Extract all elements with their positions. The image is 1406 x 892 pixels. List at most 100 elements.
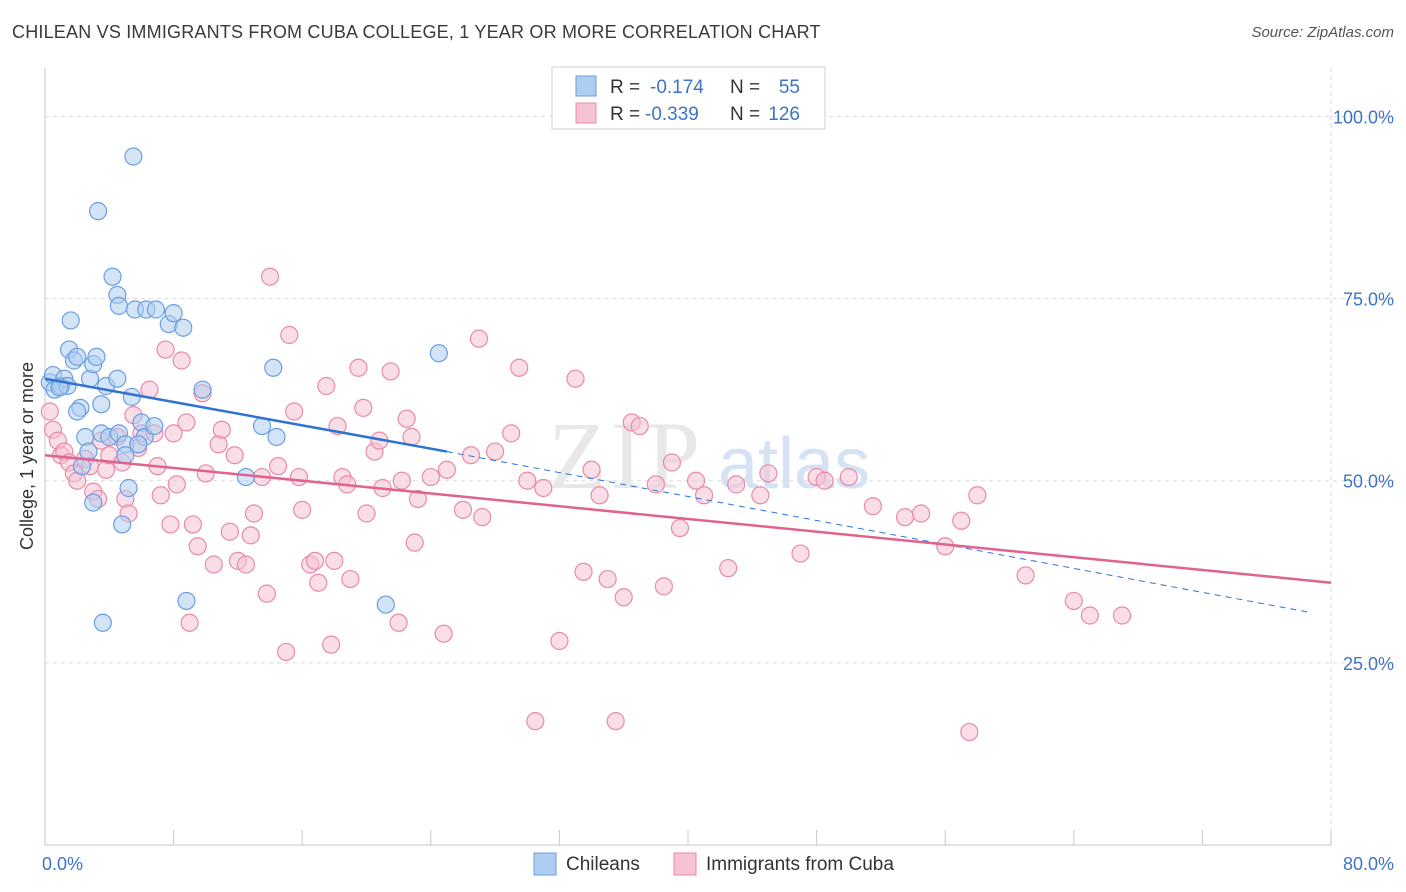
point-cuba: [759, 464, 778, 483]
legend-r-value-1: -0.174: [650, 77, 704, 98]
point-cuba: [156, 340, 175, 359]
point-cuba: [1080, 606, 1099, 625]
point-cuba: [40, 402, 59, 421]
point-cuba: [646, 475, 665, 494]
point-cuba: [220, 522, 239, 541]
legend-bottom-label-chileans: Chileans: [566, 854, 640, 875]
legend-r-label-2: R =: [610, 104, 640, 125]
point-chileans: [109, 296, 129, 315]
point-cuba: [322, 635, 341, 654]
point-chileans: [68, 402, 87, 421]
point-cuba: [289, 467, 309, 487]
point-cuba: [453, 500, 473, 519]
trend-chileans: [44, 377, 448, 453]
source-label: Source: ZipAtlas.com: [1251, 24, 1394, 41]
point-chileans: [174, 318, 193, 337]
point-cuba: [654, 577, 673, 596]
point-chileans: [122, 387, 141, 407]
point-chileans: [84, 493, 103, 512]
chart-title: CHILEAN VS IMMIGRANTS FROM CUBA COLLEGE,…: [12, 22, 821, 42]
legend-swatch-cuba: [575, 102, 597, 124]
point-cuba: [196, 464, 215, 483]
point-cuba: [293, 500, 312, 519]
point-cuba: [582, 460, 601, 479]
point-cuba: [662, 453, 682, 472]
point-cuba: [204, 555, 223, 574]
point-cuba: [285, 402, 304, 421]
point-cuba: [397, 409, 416, 428]
point-cuba: [161, 515, 180, 534]
point-cuba: [241, 526, 260, 545]
point-cuba: [260, 267, 280, 286]
point-chileans: [429, 344, 448, 363]
point-cuba: [630, 416, 649, 436]
point-chileans: [93, 613, 112, 632]
point-cuba: [566, 369, 585, 388]
point-cuba: [960, 722, 979, 742]
point-chileans: [129, 435, 148, 454]
point-chileans: [267, 427, 286, 447]
point-cuba: [670, 518, 690, 538]
point-cuba: [1112, 606, 1132, 625]
point-cuba: [751, 486, 770, 505]
point-cuba: [518, 471, 537, 490]
point-cuba: [341, 569, 360, 589]
point-cuba: [434, 624, 453, 643]
trend-lines: [44, 377, 1332, 613]
point-cuba: [268, 457, 288, 476]
legend-bottom-swatch-chileans: [533, 852, 557, 876]
point-cuba: [727, 475, 746, 494]
point-cuba: [244, 504, 264, 523]
point-cuba: [815, 471, 834, 490]
point-cuba: [151, 486, 170, 505]
legend-bottom-label-cuba: Immigrants from Cuba: [706, 854, 894, 875]
point-cuba: [180, 613, 199, 632]
legend-n-value-2: 126: [768, 104, 800, 125]
point-cuba: [381, 362, 400, 381]
legend-bottom-swatch-cuba: [673, 852, 697, 876]
point-cuba: [167, 475, 186, 494]
y-tick-label: 50.0%: [1343, 472, 1394, 492]
point-chileans: [119, 478, 138, 498]
point-cuba: [225, 446, 244, 465]
point-cuba: [510, 358, 529, 377]
legend-top: R = -0.174 N = 55 R = -0.339 N = 126: [551, 66, 826, 130]
point-cuba: [389, 613, 408, 632]
x-tick-label-max: 80.0%: [1343, 854, 1394, 874]
point-cuba: [614, 588, 633, 607]
legend-r-label-1: R =: [610, 77, 640, 98]
y-tick-label: 75.0%: [1343, 290, 1394, 310]
point-chileans: [193, 380, 212, 399]
point-chileans: [264, 358, 283, 377]
point-cuba: [236, 555, 256, 574]
x-tick-label-min: 0.0%: [42, 854, 83, 874]
trend-cuba: [44, 453, 1332, 584]
point-cuba: [183, 515, 202, 534]
point-cuba: [598, 569, 617, 589]
legend-n-label-1: N =: [730, 77, 760, 98]
legend-n-value-1: 55: [779, 77, 800, 98]
point-cuba: [895, 508, 915, 527]
point-cuba: [863, 497, 882, 516]
point-chileans: [87, 347, 106, 366]
point-cuba: [309, 573, 328, 592]
point-chileans: [236, 467, 256, 487]
point-cuba: [911, 504, 931, 523]
point-cuba: [461, 446, 481, 465]
point-chileans: [103, 267, 122, 286]
point-chileans: [164, 304, 183, 323]
y-tick-labels: 25.0% 50.0% 75.0% 100.0%: [1333, 107, 1394, 673]
point-cuba: [325, 551, 344, 570]
watermark-atlas: atlas: [718, 424, 870, 504]
point-chileans: [113, 515, 132, 534]
y-axis-title: College, 1 year or more: [17, 362, 37, 550]
point-cuba: [719, 559, 738, 578]
point-cuba: [177, 413, 196, 432]
point-chileans: [108, 369, 127, 388]
point-chileans: [79, 442, 98, 461]
legend-n-label-2: N =: [730, 104, 760, 125]
point-cuba: [437, 460, 456, 479]
point-cuba: [421, 467, 440, 487]
point-chileans: [177, 591, 196, 611]
point-cuba: [534, 478, 553, 498]
